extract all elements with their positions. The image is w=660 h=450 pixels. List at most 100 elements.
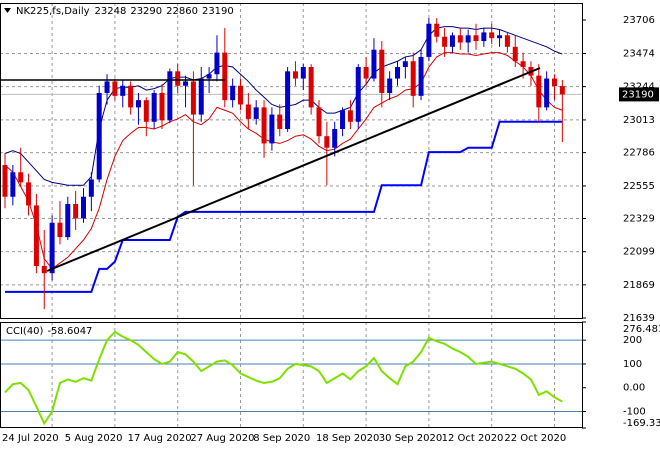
- candle-body: [135, 100, 141, 108]
- cci-y-tick-label: -100: [623, 407, 646, 418]
- cci-y-tick-label: 0.00: [623, 383, 645, 394]
- cci-y-tick-label: 200: [623, 335, 642, 346]
- cci-panel-frame: [0, 322, 583, 428]
- candle-body: [128, 85, 134, 108]
- candle-body: [198, 78, 204, 115]
- y-tick-label: 22329: [623, 214, 655, 225]
- candle-body: [41, 265, 47, 274]
- main-panel-frame: [0, 3, 583, 319]
- candle-body: [355, 67, 361, 122]
- candle-body: [512, 46, 518, 62]
- candle-body: [308, 67, 314, 108]
- candle-body: [230, 85, 236, 101]
- candle-body: [151, 92, 157, 122]
- menu-icon[interactable]: [4, 8, 11, 13]
- candle-body: [410, 61, 416, 96]
- x-tick-label: 17 Aug 2020: [128, 433, 192, 444]
- candle-body: [395, 67, 400, 79]
- candle-body: [347, 110, 353, 122]
- candle-body: [536, 75, 542, 108]
- x-tick-label: 30 Sep 2020: [379, 433, 442, 444]
- cci-y-tick-label: 276.4817: [623, 324, 660, 335]
- candle-body: [222, 52, 228, 101]
- candle-body: [10, 172, 16, 197]
- candle-body: [33, 205, 39, 266]
- candle-body: [402, 61, 408, 68]
- overlay-line: [5, 120, 563, 293]
- x-tick-label: 8 Sep 2020: [253, 433, 310, 444]
- x-tick-label: 5 Aug 2020: [65, 433, 123, 444]
- candle-body: [418, 56, 424, 96]
- cci-line: [4, 330, 563, 426]
- header-close: 23190: [202, 6, 234, 17]
- candle-body: [544, 78, 550, 108]
- y-tick-label: 22555: [623, 181, 655, 192]
- candle-body: [559, 86, 565, 95]
- y-tick-label: 23706: [623, 15, 655, 26]
- y-tick-label: 22099: [623, 247, 655, 258]
- cci-y-tick-label: 100: [623, 359, 642, 370]
- candle-body: [112, 81, 118, 96]
- candle-body: [489, 32, 495, 39]
- candle-body: [363, 67, 369, 79]
- y-tick-label: 21639: [623, 313, 655, 324]
- candle-body: [120, 85, 126, 96]
- candle-body: [81, 196, 86, 219]
- price-marker-label: 23190: [622, 89, 654, 100]
- candle-body: [481, 32, 487, 42]
- candle-body: [332, 129, 338, 148]
- candle-body: [465, 35, 471, 43]
- candle-body: [18, 172, 24, 183]
- candle-body: [143, 100, 149, 122]
- candle-body: [552, 78, 557, 87]
- y-tick-label: 22786: [623, 148, 655, 159]
- y-tick-label: 21869: [623, 280, 655, 291]
- candle-body: [88, 179, 94, 197]
- chart-header: NK225,fs,Daily 23248 23290 22860 23190: [16, 6, 234, 17]
- candle-body: [214, 52, 220, 75]
- diagonal-trendline: [46, 67, 541, 272]
- candle-body: [340, 110, 346, 129]
- candle-body: [442, 36, 448, 47]
- candle-body: [497, 35, 503, 39]
- candle-body: [2, 165, 8, 197]
- candle-body: [175, 71, 181, 86]
- y-tick-label: 23474: [623, 48, 655, 59]
- y-tick-label: 23244: [623, 82, 655, 93]
- candle-body: [96, 92, 102, 180]
- candle-body: [159, 92, 165, 121]
- cci-title: CCI(40): [6, 326, 44, 337]
- cci-header: CCI(40) -58.6047: [6, 326, 92, 337]
- candle-body: [277, 114, 283, 129]
- candle-body: [73, 203, 79, 219]
- x-tick-label: 12 Oct 2020: [442, 433, 504, 444]
- candle-body: [238, 85, 243, 105]
- header-high: 23290: [130, 6, 162, 17]
- candle-body: [104, 81, 110, 93]
- candle-body: [520, 61, 526, 68]
- candle-body: [167, 71, 173, 121]
- candle-body: [473, 35, 479, 42]
- candle-body: [300, 67, 306, 79]
- price-marker-box: [619, 87, 659, 102]
- candle-body: [434, 23, 440, 37]
- candle-body: [253, 107, 259, 119]
- candle-body: [26, 182, 32, 206]
- candle-body: [190, 81, 196, 115]
- candle-body: [292, 71, 298, 79]
- candle-body: [371, 49, 377, 79]
- candle-body: [285, 71, 291, 129]
- candle-body: [504, 35, 510, 47]
- x-tick-label: 22 Oct 2020: [504, 433, 566, 444]
- candle-body: [316, 107, 322, 137]
- candle-body: [269, 114, 275, 144]
- cci-value: -58.6047: [47, 326, 92, 337]
- candle-body: [65, 203, 71, 238]
- chart-title: NK225,fs,Daily: [16, 6, 90, 17]
- x-tick-label: 24 Jul 2020: [2, 433, 59, 444]
- candle-body: [426, 23, 432, 57]
- header-open: 23248: [95, 6, 127, 17]
- candle-body: [206, 74, 212, 79]
